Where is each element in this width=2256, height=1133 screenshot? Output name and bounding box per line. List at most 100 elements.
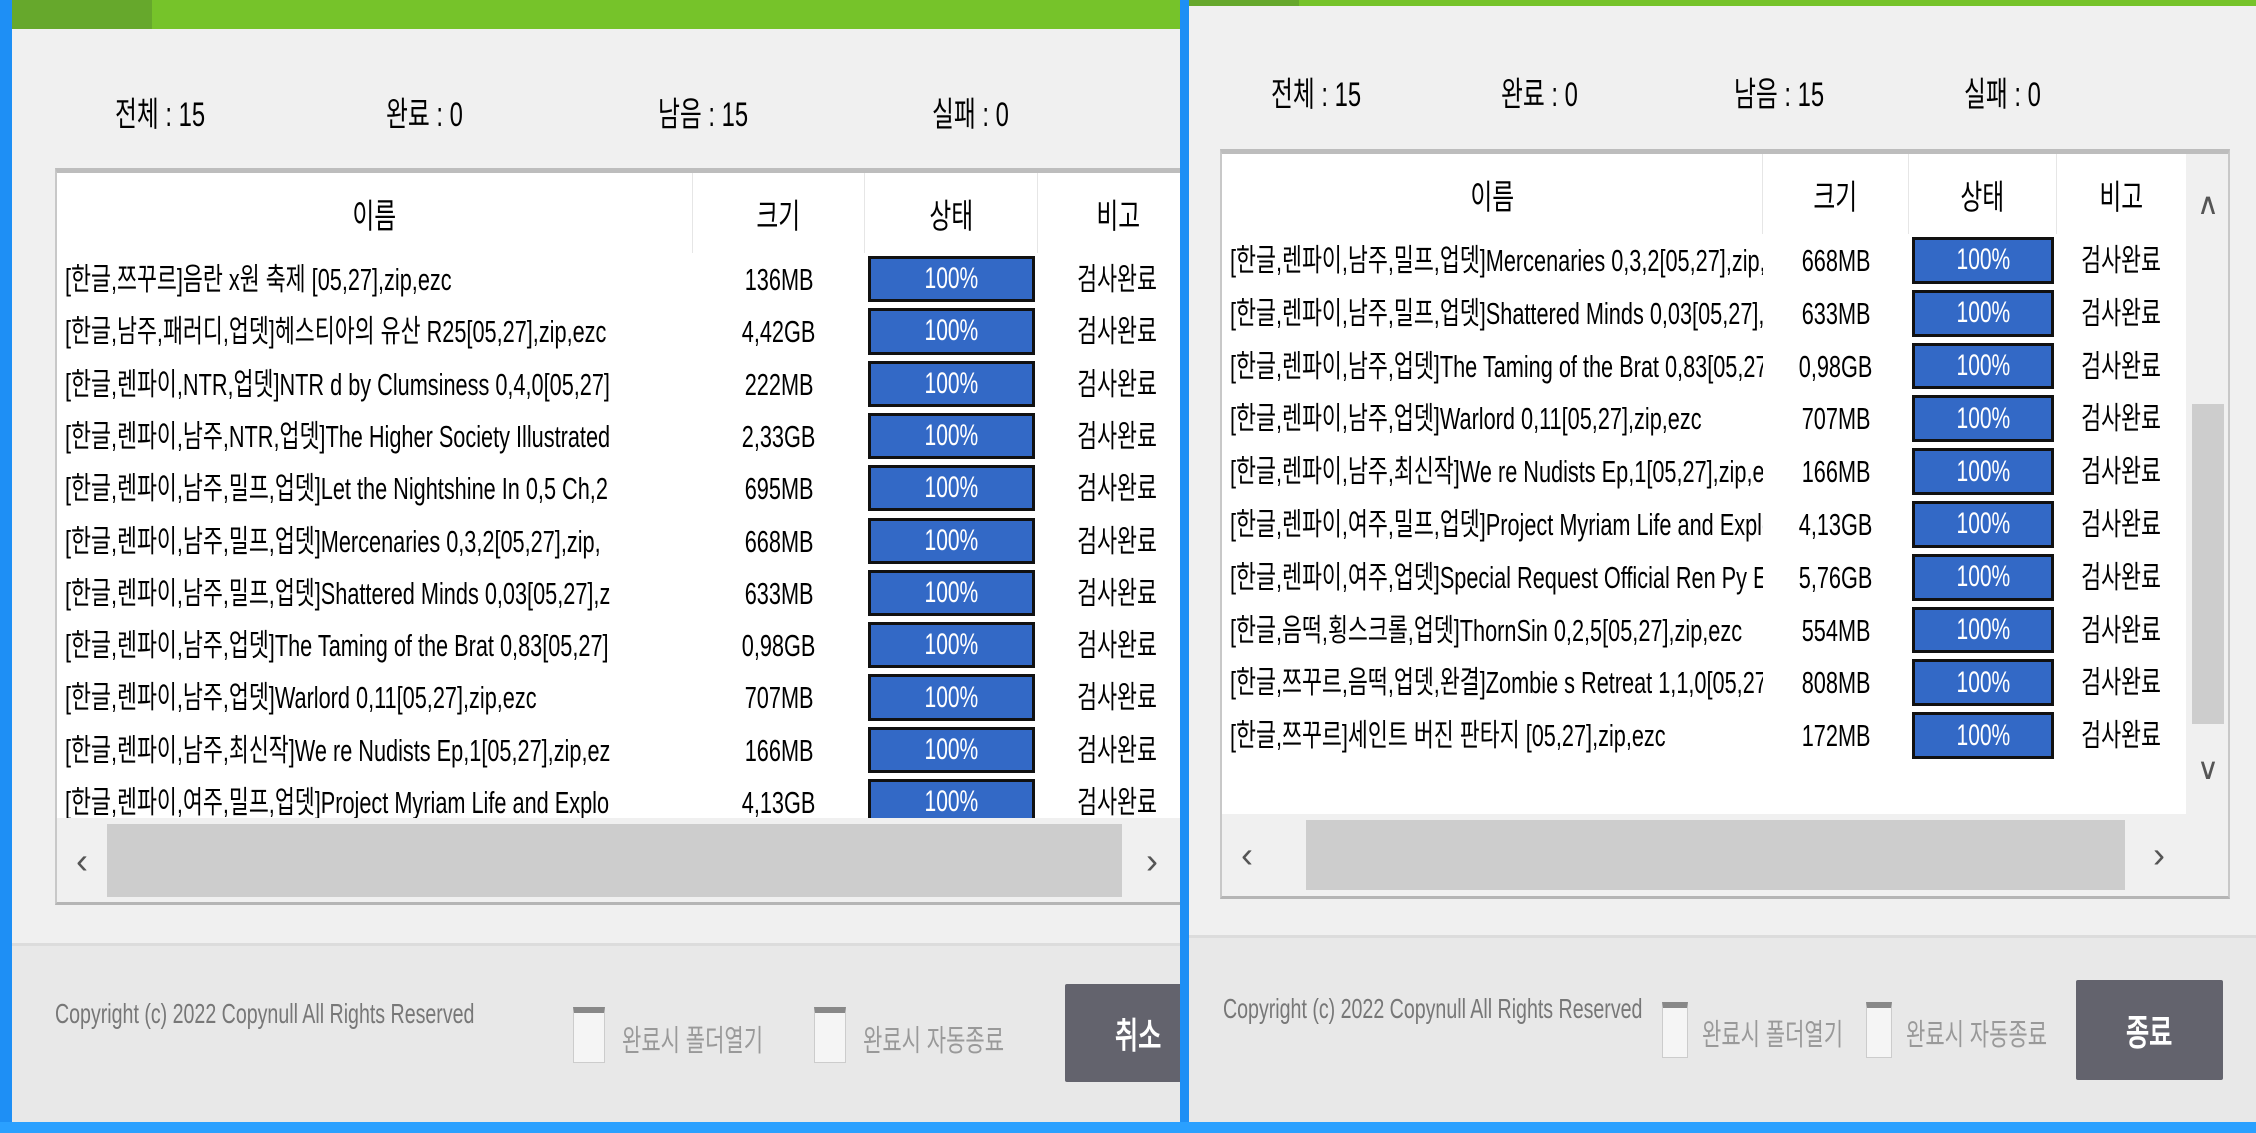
- file-note: 검사완료: [1038, 306, 1180, 358]
- title-bar[interactable]: [12, 0, 1180, 29]
- column-header-status[interactable]: 상태: [1909, 154, 2057, 234]
- progress-bar: 100%: [868, 412, 1035, 460]
- table-row[interactable]: [한글,렌파이,남주,밀프,업뎃]Mercenaries 0,3,2[05,27…: [1222, 235, 2186, 287]
- file-note: 검사완료: [2057, 393, 2186, 445]
- progress-text: 100%: [924, 628, 979, 662]
- table-row[interactable]: [한글,남주,패러디,업뎃]헤스티아의 유산 R25[05,27],zip,ez…: [57, 306, 1180, 358]
- horizontal-scrollbar[interactable]: ‹ ›: [57, 818, 1180, 902]
- column-header-note[interactable]: 비고: [1096, 197, 1140, 236]
- file-note: 검사완료: [2057, 341, 2186, 393]
- stat-done: 완료 : 0: [1501, 76, 1578, 114]
- stat-total: 전체 : 15: [115, 96, 206, 134]
- table-row[interactable]: [한글,렌파이,남주,업뎃]The Taming of the Brat 0,8…: [1222, 341, 2186, 393]
- file-size: 808MB: [1763, 657, 1909, 709]
- file-note-text: 검사완료: [1077, 314, 1158, 350]
- file-size: 707MB: [693, 672, 865, 724]
- cancel-button[interactable]: 취소: [1065, 984, 1180, 1082]
- horizontal-scrollbar[interactable]: ‹ ›: [1222, 814, 2186, 896]
- file-note-text: 검사완료: [1077, 732, 1158, 768]
- file-note: 검사완료: [2057, 499, 2186, 551]
- file-size-text: 172MB: [1801, 718, 1871, 754]
- table-row[interactable]: [한글,렌파이,남주,밀프,업뎃]Shattered Minds 0,03[05…: [1222, 288, 2186, 340]
- scroll-left-arrow-icon[interactable]: ‹: [1241, 834, 1253, 875]
- scrollbar-thumb[interactable]: [107, 824, 1122, 897]
- file-name-text: [한글,렌파이,남주,업뎃]Warlord 0,11[05,27],zip,ez…: [1230, 401, 1702, 437]
- file-note-text: 검사완료: [2081, 454, 2162, 490]
- file-name: [한글,렌파이,여주,밀프,업뎃]Project Myriam Life and…: [65, 777, 693, 829]
- table-row[interactable]: [한글,쯔꾸르]음란 x원 축제 [05,27],zip,ezc 136MB 100…: [57, 254, 1180, 306]
- column-header-size[interactable]: 크기: [693, 173, 865, 253]
- table-row[interactable]: [한글,음떡,횡스크롤,업뎃]ThornSin 0,2,5[05,27],zip…: [1222, 605, 2186, 657]
- progress-bar: 100%: [1912, 659, 2054, 707]
- table-row[interactable]: [한글,렌파이,남주,업뎃]The Taming of the Brat 0,8…: [57, 620, 1180, 672]
- column-header-note[interactable]: 비고: [2099, 178, 2144, 217]
- progress-text: 100%: [924, 314, 979, 348]
- scrollbar-thumb[interactable]: [2192, 404, 2224, 724]
- scroll-left-arrow-icon[interactable]: ‹: [76, 839, 88, 881]
- file-name: [한글,렌파이,남주,NTR,업뎃]The Higher Society Ill…: [65, 411, 693, 463]
- vertical-scrollbar[interactable]: ∧ ∨: [2186, 154, 2228, 896]
- file-name: [한글,렌파이,남주,업뎃]Warlord 0,11[05,27],zip,ez…: [65, 672, 693, 724]
- table-row[interactable]: [한글,렌파이,여주,업뎃]Special Request Official R…: [1222, 552, 2186, 604]
- table-row[interactable]: [한글,쯔꾸르]세인트 버진 판타지 [05,27],zip,ezc 172MB 1…: [1222, 710, 2186, 762]
- progress-bar: 100%: [1912, 289, 2054, 337]
- progress-bar: 100%: [868, 465, 1035, 512]
- table-row[interactable]: [한글,렌파이,남주,밀프,업뎃]Let the Nightshine In 0…: [57, 463, 1180, 515]
- scroll-right-arrow-icon[interactable]: ›: [2153, 834, 2165, 875]
- column-header-size[interactable]: 크기: [1763, 154, 1909, 234]
- file-name: [한글,렌파이,남주,최신작]We re Nudists Ep,1[05,27]…: [65, 725, 693, 777]
- progress-text: 100%: [924, 680, 979, 714]
- progress-bar: 100%: [1912, 712, 2054, 759]
- copyright: Copyright (c) 2022 Copynull All Rights R…: [1223, 993, 1643, 1024]
- auto-exit-checkbox[interactable]: [1866, 1002, 1892, 1058]
- table-row[interactable]: [한글,렌파이,남주,밀프,업뎃]Shattered Minds 0,03[05…: [57, 568, 1180, 620]
- file-note-text: 검사완료: [1077, 262, 1158, 297]
- file-size-text: 707MB: [1801, 401, 1871, 437]
- open-folder-checkbox[interactable]: [1662, 1002, 1688, 1058]
- file-name-text: [한글,남주,패러디,업뎃]헤스티아의 유산 R25[05,27],zip,ez…: [65, 314, 607, 350]
- file-note: 검사완료: [1038, 411, 1180, 463]
- file-note-text: 검사완료: [1077, 418, 1158, 454]
- scroll-up-arrow-icon[interactable]: ∧: [2197, 187, 2219, 221]
- stat-total: 전체 : 15: [1271, 76, 1362, 114]
- open-folder-label: 완료시 폴더열기: [622, 1025, 764, 1058]
- table-row[interactable]: [한글,렌파이,남주,업뎃]Warlord 0,11[05,27],zip,ez…: [1222, 393, 2186, 445]
- file-size-text: 166MB: [744, 732, 814, 768]
- file-size: 172MB: [1763, 710, 1909, 762]
- progress-text: 100%: [1956, 560, 2010, 594]
- file-size-text: 695MB: [744, 471, 814, 507]
- file-size-text: 4,42GB: [742, 314, 816, 350]
- open-folder-checkbox[interactable]: [573, 1007, 605, 1063]
- file-table: 이름 크기 상태 비고 [한글,쯔꾸르]음란 x원 축제 [05,27],zip…: [55, 168, 1180, 905]
- progress-bar: 100%: [1912, 501, 2054, 548]
- scroll-down-arrow-icon[interactable]: ∨: [2197, 752, 2219, 786]
- table-row[interactable]: [한글,렌파이,남주,최신작]We re Nudists Ep,1[05,27]…: [57, 725, 1180, 777]
- auto-exit-checkbox[interactable]: [814, 1007, 846, 1063]
- table-row[interactable]: [한글,렌파이,남주,NTR,업뎃]The Higher Society Ill…: [57, 411, 1180, 463]
- file-name: [한글,렌파이,남주,밀프,업뎃]Shattered Minds 0,03[05…: [65, 568, 693, 620]
- scrollbar-thumb[interactable]: [1306, 820, 2125, 890]
- table-row[interactable]: [한글,렌파이,여주,밀프,업뎃]Project Myriam Life and…: [57, 777, 1180, 829]
- file-name-text: [한글,쯔꾸르]세인트 버진 판타지 [05,27],zip,ezc: [1230, 718, 1666, 754]
- table-row[interactable]: [한글,렌파이,남주,최신작]We re Nudists Ep,1[05,27]…: [1222, 446, 2186, 498]
- column-header-name[interactable]: 이름: [1222, 154, 1763, 234]
- file-size-text: 668MB: [1801, 243, 1871, 278]
- column-header-status[interactable]: 상태: [865, 173, 1038, 253]
- table-row[interactable]: [한글,쯔꾸르,음떡,업뎃,완결]Zombie s Retreat 1,1,0[…: [1222, 657, 2186, 709]
- table-row[interactable]: [한글,렌파이,NTR,업뎃]NTR d by Clumsiness 0,4,0…: [57, 359, 1180, 411]
- file-size: 2,33GB: [693, 411, 865, 463]
- column-header-name[interactable]: 이름: [57, 173, 693, 253]
- file-size: 136MB: [693, 254, 865, 306]
- table-row[interactable]: [한글,렌파이,남주,업뎃]Warlord 0,11[05,27],zip,ez…: [57, 672, 1180, 724]
- file-size-text: 707MB: [744, 680, 814, 716]
- title-bar[interactable]: [1189, 0, 2256, 6]
- exit-button[interactable]: 종료: [2076, 980, 2223, 1080]
- table-row[interactable]: [한글,렌파이,남주,밀프,업뎃]Mercenaries 0,3,2[05,27…: [57, 516, 1180, 568]
- file-note: 검사완료: [2057, 552, 2186, 604]
- table-row[interactable]: [한글,렌파이,여주,밀프,업뎃]Project Myriam Life and…: [1222, 499, 2186, 551]
- progress-text: 100%: [1956, 296, 2010, 330]
- file-name: [한글,렌파이,여주,밀프,업뎃]Project Myriam Life and…: [1230, 499, 1763, 551]
- file-size: 695MB: [693, 463, 865, 515]
- scroll-right-arrow-icon[interactable]: ›: [1146, 839, 1158, 881]
- file-note-text: 검사완료: [2081, 507, 2162, 542]
